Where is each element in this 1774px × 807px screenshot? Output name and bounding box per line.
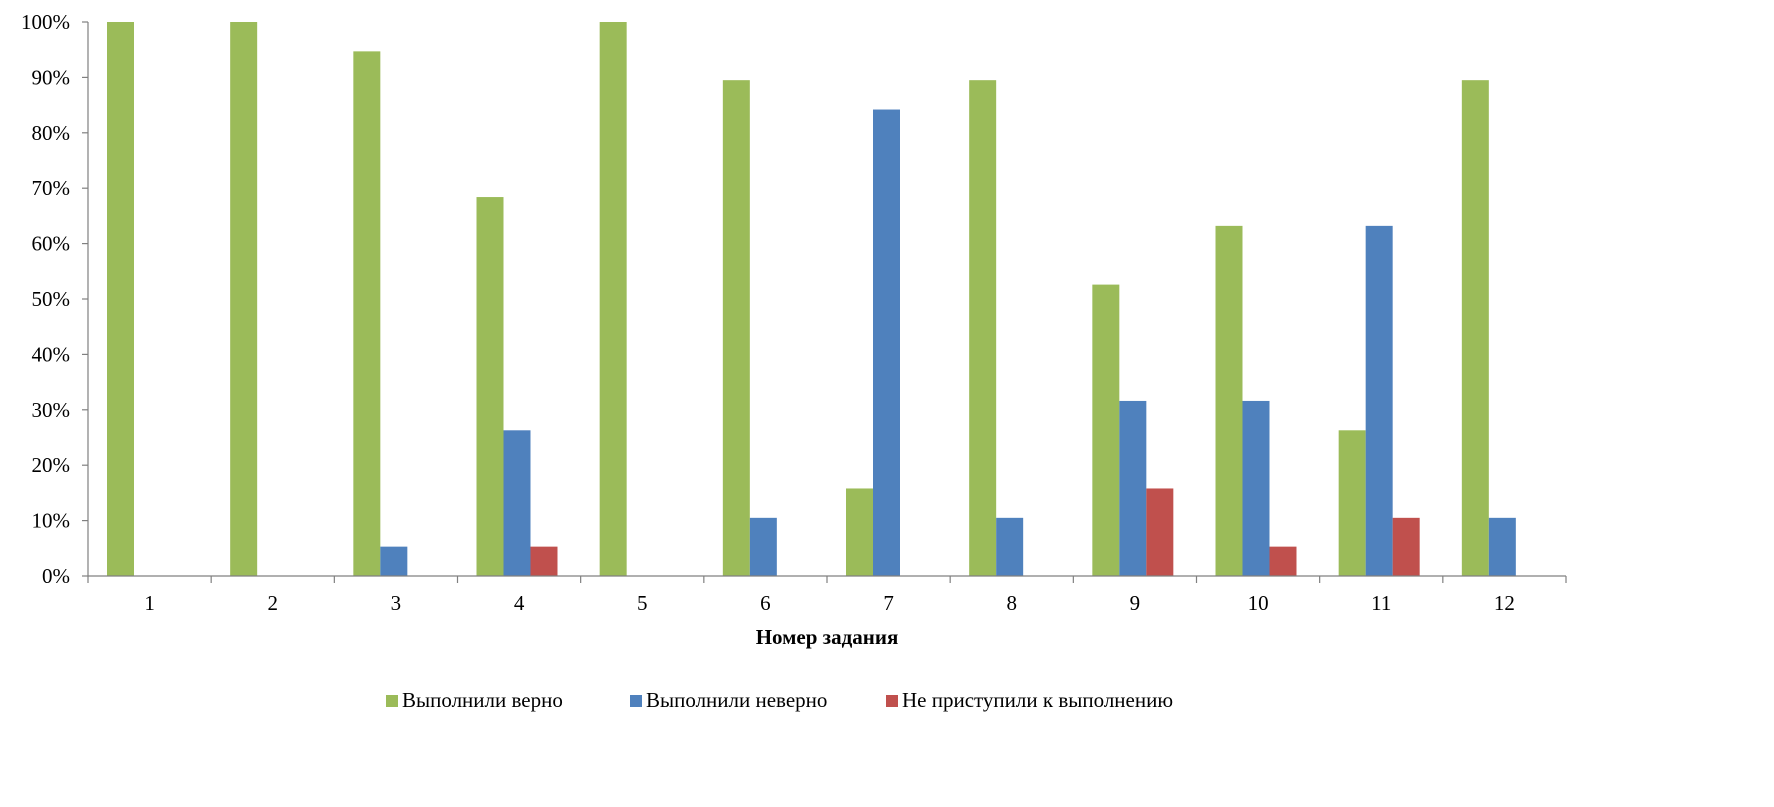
bar-3-cat-9	[1146, 488, 1174, 576]
bars-layer	[107, 22, 1516, 577]
x-tick-label: 9	[1130, 591, 1141, 615]
legend-label: Не приступили к выполнению	[902, 688, 1173, 712]
bar-1-cat-10	[1215, 225, 1243, 576]
legend-label: Выполнили неверно	[646, 688, 827, 712]
y-tick-label: 30%	[32, 398, 71, 422]
legend-item-2: Выполнили неверно	[630, 688, 827, 712]
bar-1-cat-9	[1092, 284, 1120, 576]
legend-swatch	[630, 695, 642, 707]
bar-1-cat-12	[1461, 80, 1489, 577]
x-tick-label: 1	[144, 591, 155, 615]
x-tick-label: 12	[1494, 591, 1515, 615]
legend-label: Выполнили верно	[402, 688, 563, 712]
y-tick-label: 10%	[32, 509, 71, 533]
bar-1-cat-2	[230, 22, 258, 576]
x-axis-title: Номер задания	[756, 625, 899, 649]
x-tick-label: 4	[514, 591, 525, 615]
y-tick-label: 80%	[32, 121, 71, 145]
bar-2-cat-8	[996, 517, 1024, 576]
x-tick-label: 10	[1248, 591, 1269, 615]
bar-3-cat-11	[1392, 517, 1420, 576]
legend: Выполнили верно Выполнили неверно Не прист…	[386, 688, 1173, 712]
bar-1-cat-11	[1338, 430, 1366, 576]
legend-item-1: Выполнили верно	[386, 688, 563, 712]
bar-2-cat-6	[749, 517, 777, 576]
y-tick-label: 100%	[21, 10, 70, 34]
bar-2-cat-7	[873, 109, 900, 576]
bar-1-cat-7	[846, 488, 873, 576]
bar-1-cat-1	[107, 22, 134, 576]
y-tick-label: 50%	[32, 287, 71, 311]
bar-2-cat-4	[503, 430, 531, 576]
x-tick-label: 2	[268, 591, 279, 615]
bar-2-cat-3	[380, 546, 408, 576]
x-tick-label: 7	[883, 591, 894, 615]
bar-2-cat-11	[1365, 225, 1393, 576]
labels-layer: 0%10%20%30%40%50%60%70%80%90%100%1 2 3 4 5 6 7…	[21, 10, 1515, 615]
x-tick-label: 3	[391, 591, 402, 615]
y-tick-label: 60%	[32, 232, 71, 256]
bar-1-cat-8	[969, 80, 997, 577]
bar-2-cat-12	[1488, 517, 1516, 576]
bar-1-cat-4	[476, 197, 504, 576]
x-tick-label: 8	[1007, 591, 1018, 615]
y-tick-label: 40%	[32, 342, 71, 366]
x-tick-label: 6	[760, 591, 771, 615]
legend-swatch	[386, 695, 398, 707]
y-tick-label: 0%	[42, 564, 70, 588]
x-tick-label: 5	[637, 591, 648, 615]
bar-1-cat-3	[353, 51, 381, 577]
x-tick-label: 11	[1371, 591, 1391, 615]
y-tick-label: 20%	[32, 453, 71, 477]
legend-item-3: Не приступили к выполнению	[886, 688, 1173, 712]
y-tick-label: 70%	[32, 176, 71, 200]
bar-2-cat-9	[1119, 400, 1147, 576]
bar-1-cat-5	[599, 22, 627, 576]
bar-2-cat-10	[1242, 400, 1270, 576]
bar-3-cat-4	[530, 546, 558, 576]
bar-3-cat-10	[1269, 546, 1297, 576]
legend-swatch	[886, 695, 898, 707]
bar-1-cat-6	[722, 80, 750, 577]
axes-layer	[82, 21, 1567, 583]
y-tick-label: 90%	[32, 65, 71, 89]
